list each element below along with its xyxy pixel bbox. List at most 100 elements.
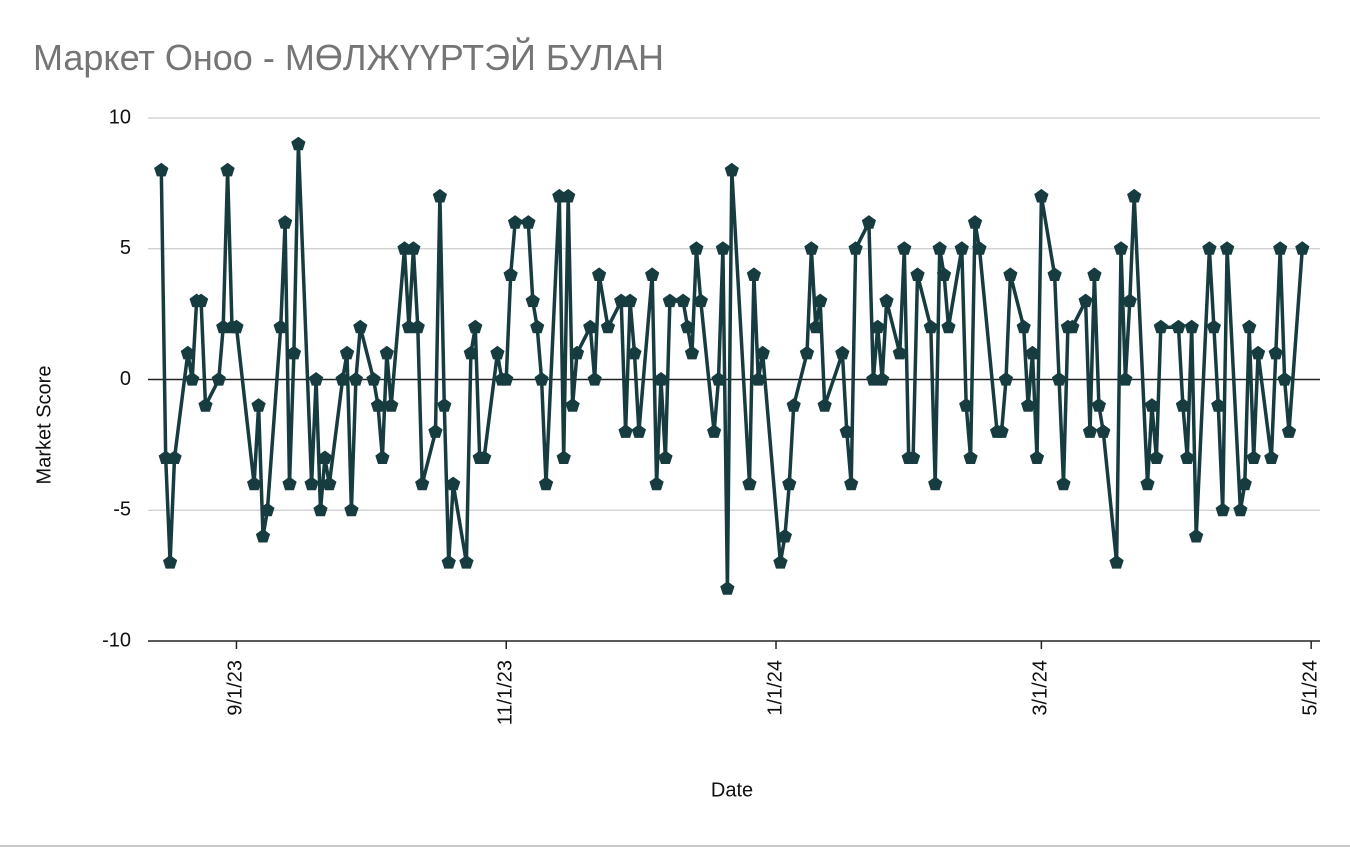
data-point — [870, 319, 885, 334]
x-axis-title: Date — [711, 779, 753, 801]
data-point — [437, 398, 452, 412]
data-point — [600, 319, 616, 334]
data-point — [1273, 241, 1288, 255]
data-point — [879, 293, 894, 308]
data-point — [972, 241, 987, 255]
data-point — [1109, 555, 1124, 569]
data-point — [1202, 241, 1217, 255]
data-point — [379, 345, 394, 360]
data-point — [1220, 241, 1235, 255]
data-point — [751, 372, 766, 386]
x-tick-label: 3/1/24 — [1030, 660, 1052, 716]
data-point — [1233, 502, 1248, 517]
data-point — [278, 215, 293, 229]
data-point — [777, 528, 792, 543]
data-point — [1065, 319, 1080, 334]
data-point — [680, 319, 695, 334]
data-point — [848, 241, 863, 255]
data-point — [1295, 241, 1310, 255]
x-tick-label: 5/1/24 — [1299, 660, 1321, 716]
data-point — [1047, 267, 1062, 281]
data-point — [592, 267, 607, 281]
data-point — [1242, 319, 1257, 334]
data-point — [627, 345, 642, 360]
data-point — [1087, 267, 1102, 281]
x-tick-label: 11/1/23 — [495, 660, 517, 725]
data-point — [428, 424, 443, 438]
data-point — [1113, 241, 1129, 255]
data-point — [711, 372, 726, 386]
data-point — [251, 398, 266, 412]
data-point — [313, 502, 328, 517]
data-point — [782, 476, 797, 491]
data-point — [503, 267, 518, 281]
data-point — [521, 215, 536, 229]
data-point — [220, 162, 235, 177]
data-point — [724, 162, 739, 177]
data-point — [1215, 502, 1230, 517]
data-point — [587, 372, 602, 386]
data-point — [446, 476, 461, 491]
data-point — [1122, 293, 1137, 308]
data-point — [154, 162, 169, 177]
data-point — [468, 319, 483, 334]
data-point — [406, 241, 421, 255]
data-point — [180, 345, 195, 360]
data-point — [875, 372, 890, 386]
data-point — [897, 241, 912, 255]
data-point — [229, 319, 244, 334]
data-point — [618, 424, 633, 438]
data-point — [185, 372, 200, 386]
data-point — [366, 372, 381, 386]
data-point — [835, 345, 850, 360]
data-point — [1171, 319, 1186, 334]
data-point — [1034, 188, 1049, 203]
data-point — [653, 372, 669, 386]
data-point — [910, 267, 925, 281]
data-point — [813, 293, 828, 308]
data-point — [1206, 319, 1221, 334]
data-point — [432, 188, 447, 203]
data-point — [308, 372, 324, 386]
data-point — [631, 424, 646, 438]
data-point — [198, 398, 213, 412]
data-point — [1184, 319, 1199, 334]
data-point — [746, 267, 761, 281]
data-point — [773, 555, 788, 569]
data-point — [998, 372, 1014, 386]
data-point — [720, 581, 735, 595]
data-point — [693, 293, 708, 308]
data-point — [1281, 424, 1297, 438]
data-point — [1021, 398, 1036, 412]
data-point — [808, 319, 823, 334]
data-point — [163, 555, 178, 569]
data-point — [817, 398, 832, 412]
data-point — [1180, 450, 1195, 464]
data-point — [1056, 476, 1071, 491]
data-point — [556, 450, 571, 464]
data-point — [861, 215, 876, 229]
data-point — [477, 450, 492, 464]
data-point — [353, 319, 368, 334]
data-point — [247, 476, 262, 491]
y-tick-label: 5 — [120, 237, 131, 259]
data-point — [561, 188, 576, 203]
data-point — [291, 136, 306, 151]
data-point — [844, 476, 859, 491]
data-point — [1025, 345, 1040, 360]
data-point — [923, 319, 938, 334]
data-point — [1251, 345, 1266, 360]
data-point — [645, 267, 660, 281]
data-point — [339, 345, 355, 360]
data-point — [441, 555, 456, 569]
data-point — [1153, 319, 1168, 334]
data-point — [1175, 398, 1190, 412]
data-point — [892, 345, 907, 360]
data-point — [1149, 450, 1164, 464]
data-point — [839, 424, 854, 438]
data-point — [317, 450, 332, 464]
data-point — [1140, 476, 1155, 491]
data-point — [689, 241, 704, 255]
data-point — [507, 215, 523, 229]
data-point — [1189, 528, 1204, 543]
